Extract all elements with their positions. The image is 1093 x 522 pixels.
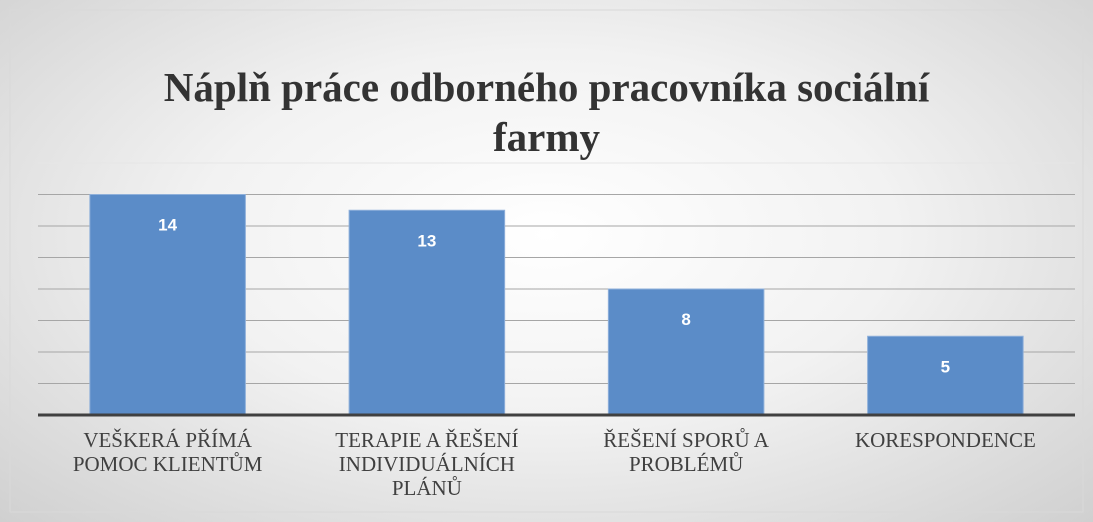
x-tick-label: VEŠKERÁ PŘÍMÁ POMOC KLIENTŮM	[72, 428, 263, 476]
frame	[9, 9, 1084, 513]
bar	[867, 335, 1024, 416]
x-tick-label: ŘEŠENÍ SPORŮ A PROBLÉMŮ	[603, 428, 769, 476]
chart-title: Náplň práce odborného pracovníka sociáln…	[163, 64, 930, 160]
data-label: 8	[681, 310, 690, 329]
data-label: 5	[941, 357, 950, 376]
bar	[607, 288, 765, 416]
data-label: 14	[158, 216, 177, 235]
data-label: 13	[417, 231, 436, 250]
x-tick-label: TERAPIE A ŘEŠENÍ INDIVIDUÁLNÍCH PLÁNŮ	[335, 428, 519, 500]
x-tick-label: KORESPONDENCE	[854, 428, 1036, 452]
bar	[89, 194, 246, 416]
bar	[348, 209, 506, 416]
